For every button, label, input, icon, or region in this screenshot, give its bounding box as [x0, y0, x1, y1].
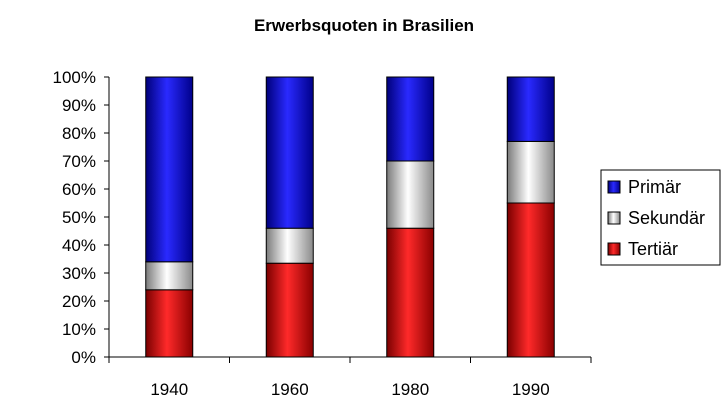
- y-tick-label: 0%: [71, 348, 96, 367]
- legend-label: Primär: [628, 177, 681, 197]
- y-tick-label: 40%: [62, 236, 96, 255]
- y-tick-label: 10%: [62, 320, 96, 339]
- legend-swatch: [607, 211, 621, 225]
- y-tick-label: 60%: [62, 180, 96, 199]
- bar-segment: [386, 160, 435, 229]
- x-tick-label: 1980: [391, 380, 429, 399]
- legend: Primär Sekundär Tertiär: [600, 169, 721, 266]
- y-tick-label: 70%: [62, 152, 96, 171]
- bar-segment: [506, 140, 555, 204]
- legend-label: Tertiär: [628, 239, 678, 259]
- bar-segment: [265, 76, 314, 229]
- legend-box: [600, 169, 721, 266]
- x-axis: 1940 1960 1980 1990: [108, 356, 592, 399]
- legend-swatch: [607, 242, 621, 256]
- y-tick-label: 90%: [62, 96, 96, 115]
- x-tick-label: 1990: [512, 380, 550, 399]
- bars: [145, 76, 555, 358]
- y-tick-label: 80%: [62, 124, 96, 143]
- bar-segment: [145, 261, 194, 291]
- chart-title: Erwerbsquoten in Brasilien: [254, 16, 474, 35]
- bar-segment: [265, 262, 314, 358]
- bar-segment: [265, 227, 314, 264]
- y-axis: 0% 10% 20% 30% 40% 50% 60% 70% 80% 90% 100%: [53, 68, 110, 367]
- x-tick-label: 1960: [271, 380, 309, 399]
- y-tick-label: 30%: [62, 264, 96, 283]
- legend-label: Sekundär: [628, 208, 705, 228]
- bar-segment: [145, 289, 194, 358]
- bar-segment: [145, 76, 194, 263]
- x-tick-label: 1940: [150, 380, 188, 399]
- y-tick-label: 20%: [62, 292, 96, 311]
- bar-segment: [506, 202, 555, 358]
- legend-swatch: [607, 180, 621, 194]
- bar-segment: [506, 76, 555, 142]
- bar-segment: [386, 76, 435, 162]
- y-tick-label: 50%: [62, 208, 96, 227]
- y-tick-label: 100%: [53, 68, 96, 87]
- bar-segment: [386, 227, 435, 358]
